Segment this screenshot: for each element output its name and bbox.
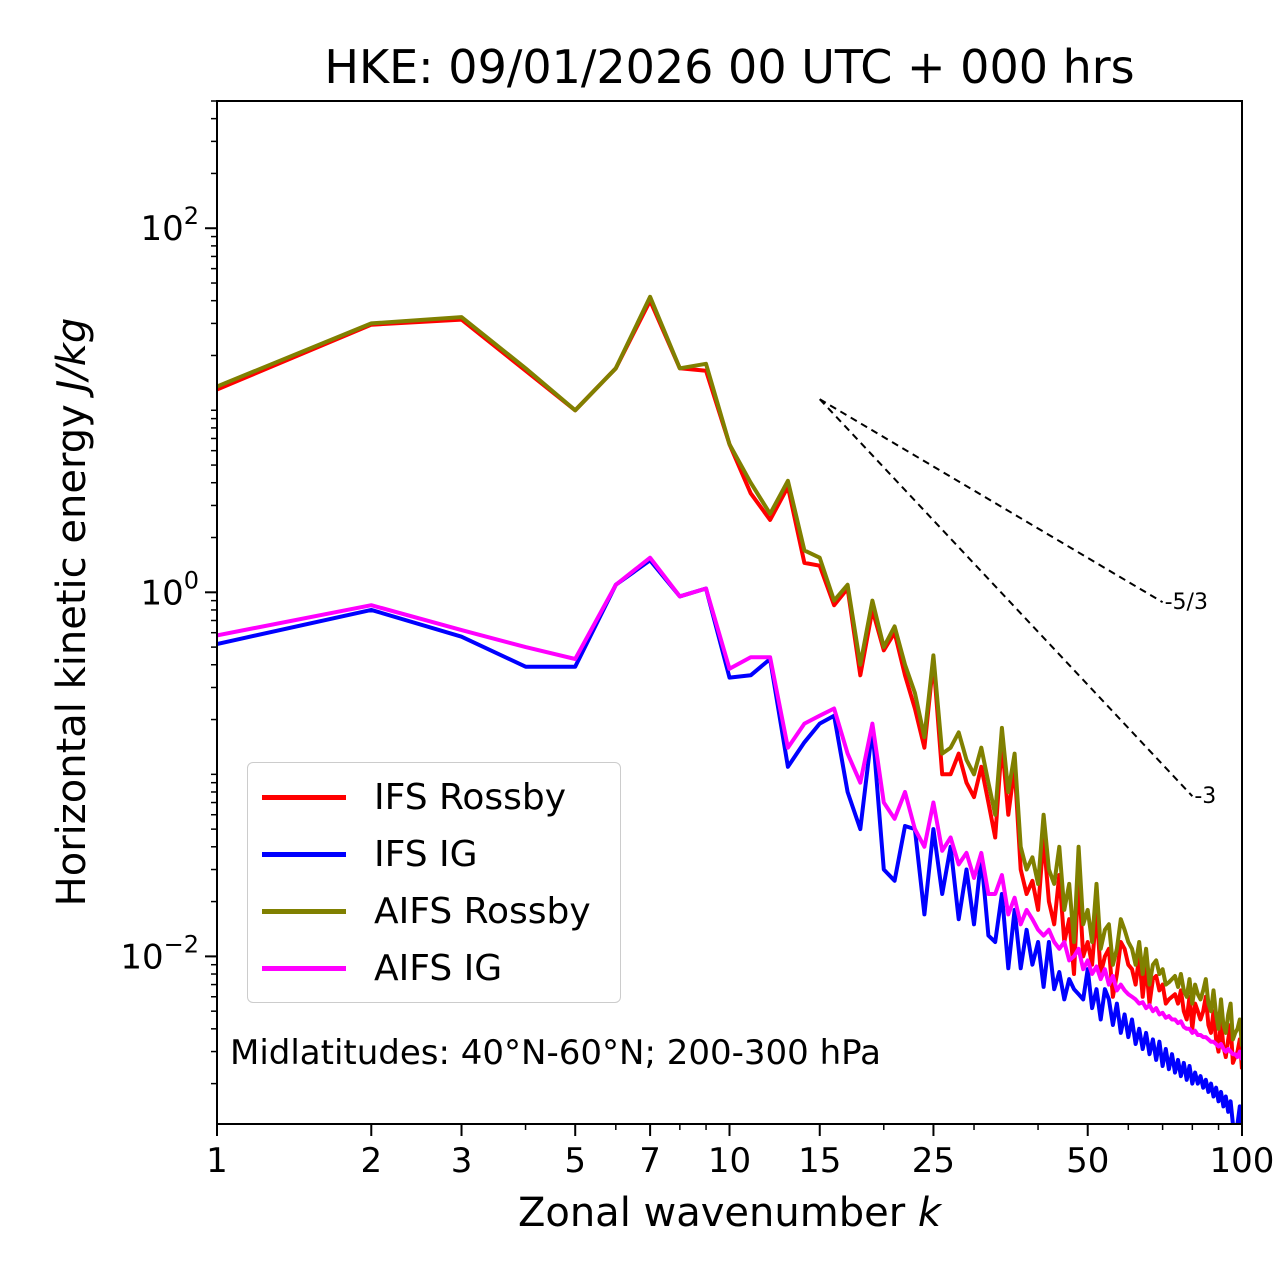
y-tick-label: 100	[140, 566, 199, 613]
x-tick-label: 3	[451, 1141, 473, 1181]
x-tick-label: 25	[912, 1141, 955, 1181]
legend-item-ifs-ig: IFS IG	[262, 833, 478, 875]
series-line-aifs-rossby	[217, 294, 1242, 1047]
slope-line-0	[819, 398, 1164, 604]
legend-label-aifs-rossby: AIFS Rossby	[374, 890, 591, 932]
x-tick-label: 5	[564, 1141, 586, 1181]
region-annotation: Midlatitudes: 40°N-60°N; 200-300 hPa	[230, 1033, 881, 1073]
x-tick-label: 50	[1066, 1141, 1109, 1181]
x-tick-label: 1	[206, 1141, 228, 1181]
slope-label-1: -3	[1194, 784, 1216, 809]
x-tick-label: 15	[798, 1141, 841, 1181]
legend-item-aifs-rossby: AIFS Rossby	[262, 890, 591, 932]
legend-label-aifs-ig: AIFS IG	[374, 947, 503, 989]
y-tick-exponent: −2	[164, 930, 199, 958]
legend-swatch-ifs-rossby	[262, 794, 346, 800]
series-line-ifs-ig	[217, 558, 1242, 1124]
x-tick-label: 2	[360, 1141, 382, 1181]
y-tick-base: 10	[120, 937, 163, 977]
y-tick-label: 102	[140, 202, 199, 249]
legend-swatch-aifs-rossby	[262, 908, 346, 914]
x-tick-label: 10	[708, 1141, 751, 1181]
chart-title: HKE: 09/01/2026 00 UTC + 000 hrs	[324, 40, 1135, 94]
y-tick-label: 10−2	[120, 930, 199, 977]
legend-swatch-ifs-ig	[262, 851, 346, 857]
legend: IFS Rossby IFS IG AIFS Rossby AIFS IG	[247, 762, 621, 1003]
series-line-aifs-ig	[217, 555, 1242, 1061]
y-tick-exponent: 2	[184, 202, 199, 230]
legend-label-ifs-ig: IFS IG	[374, 833, 478, 875]
legend-item-aifs-ig: AIFS IG	[262, 947, 503, 989]
slope-label-0: -5/3	[1165, 590, 1208, 615]
legend-swatch-aifs-ig	[262, 965, 346, 971]
y-axis-label: Horizontal kinetic energy J/kg	[49, 317, 95, 907]
y-tick-exponent: 0	[184, 566, 199, 594]
x-tick-label: 100	[1210, 1141, 1275, 1181]
legend-item-ifs-rossby: IFS Rossby	[262, 776, 567, 818]
x-tick-label: 7	[639, 1141, 661, 1181]
x-axis-label: Zonal wavenumber k	[517, 1190, 942, 1236]
legend-label-ifs-rossby: IFS Rossby	[374, 776, 567, 818]
slope-line-1	[819, 398, 1194, 797]
y-tick-base: 10	[140, 209, 183, 249]
y-tick-base: 10	[140, 573, 183, 613]
